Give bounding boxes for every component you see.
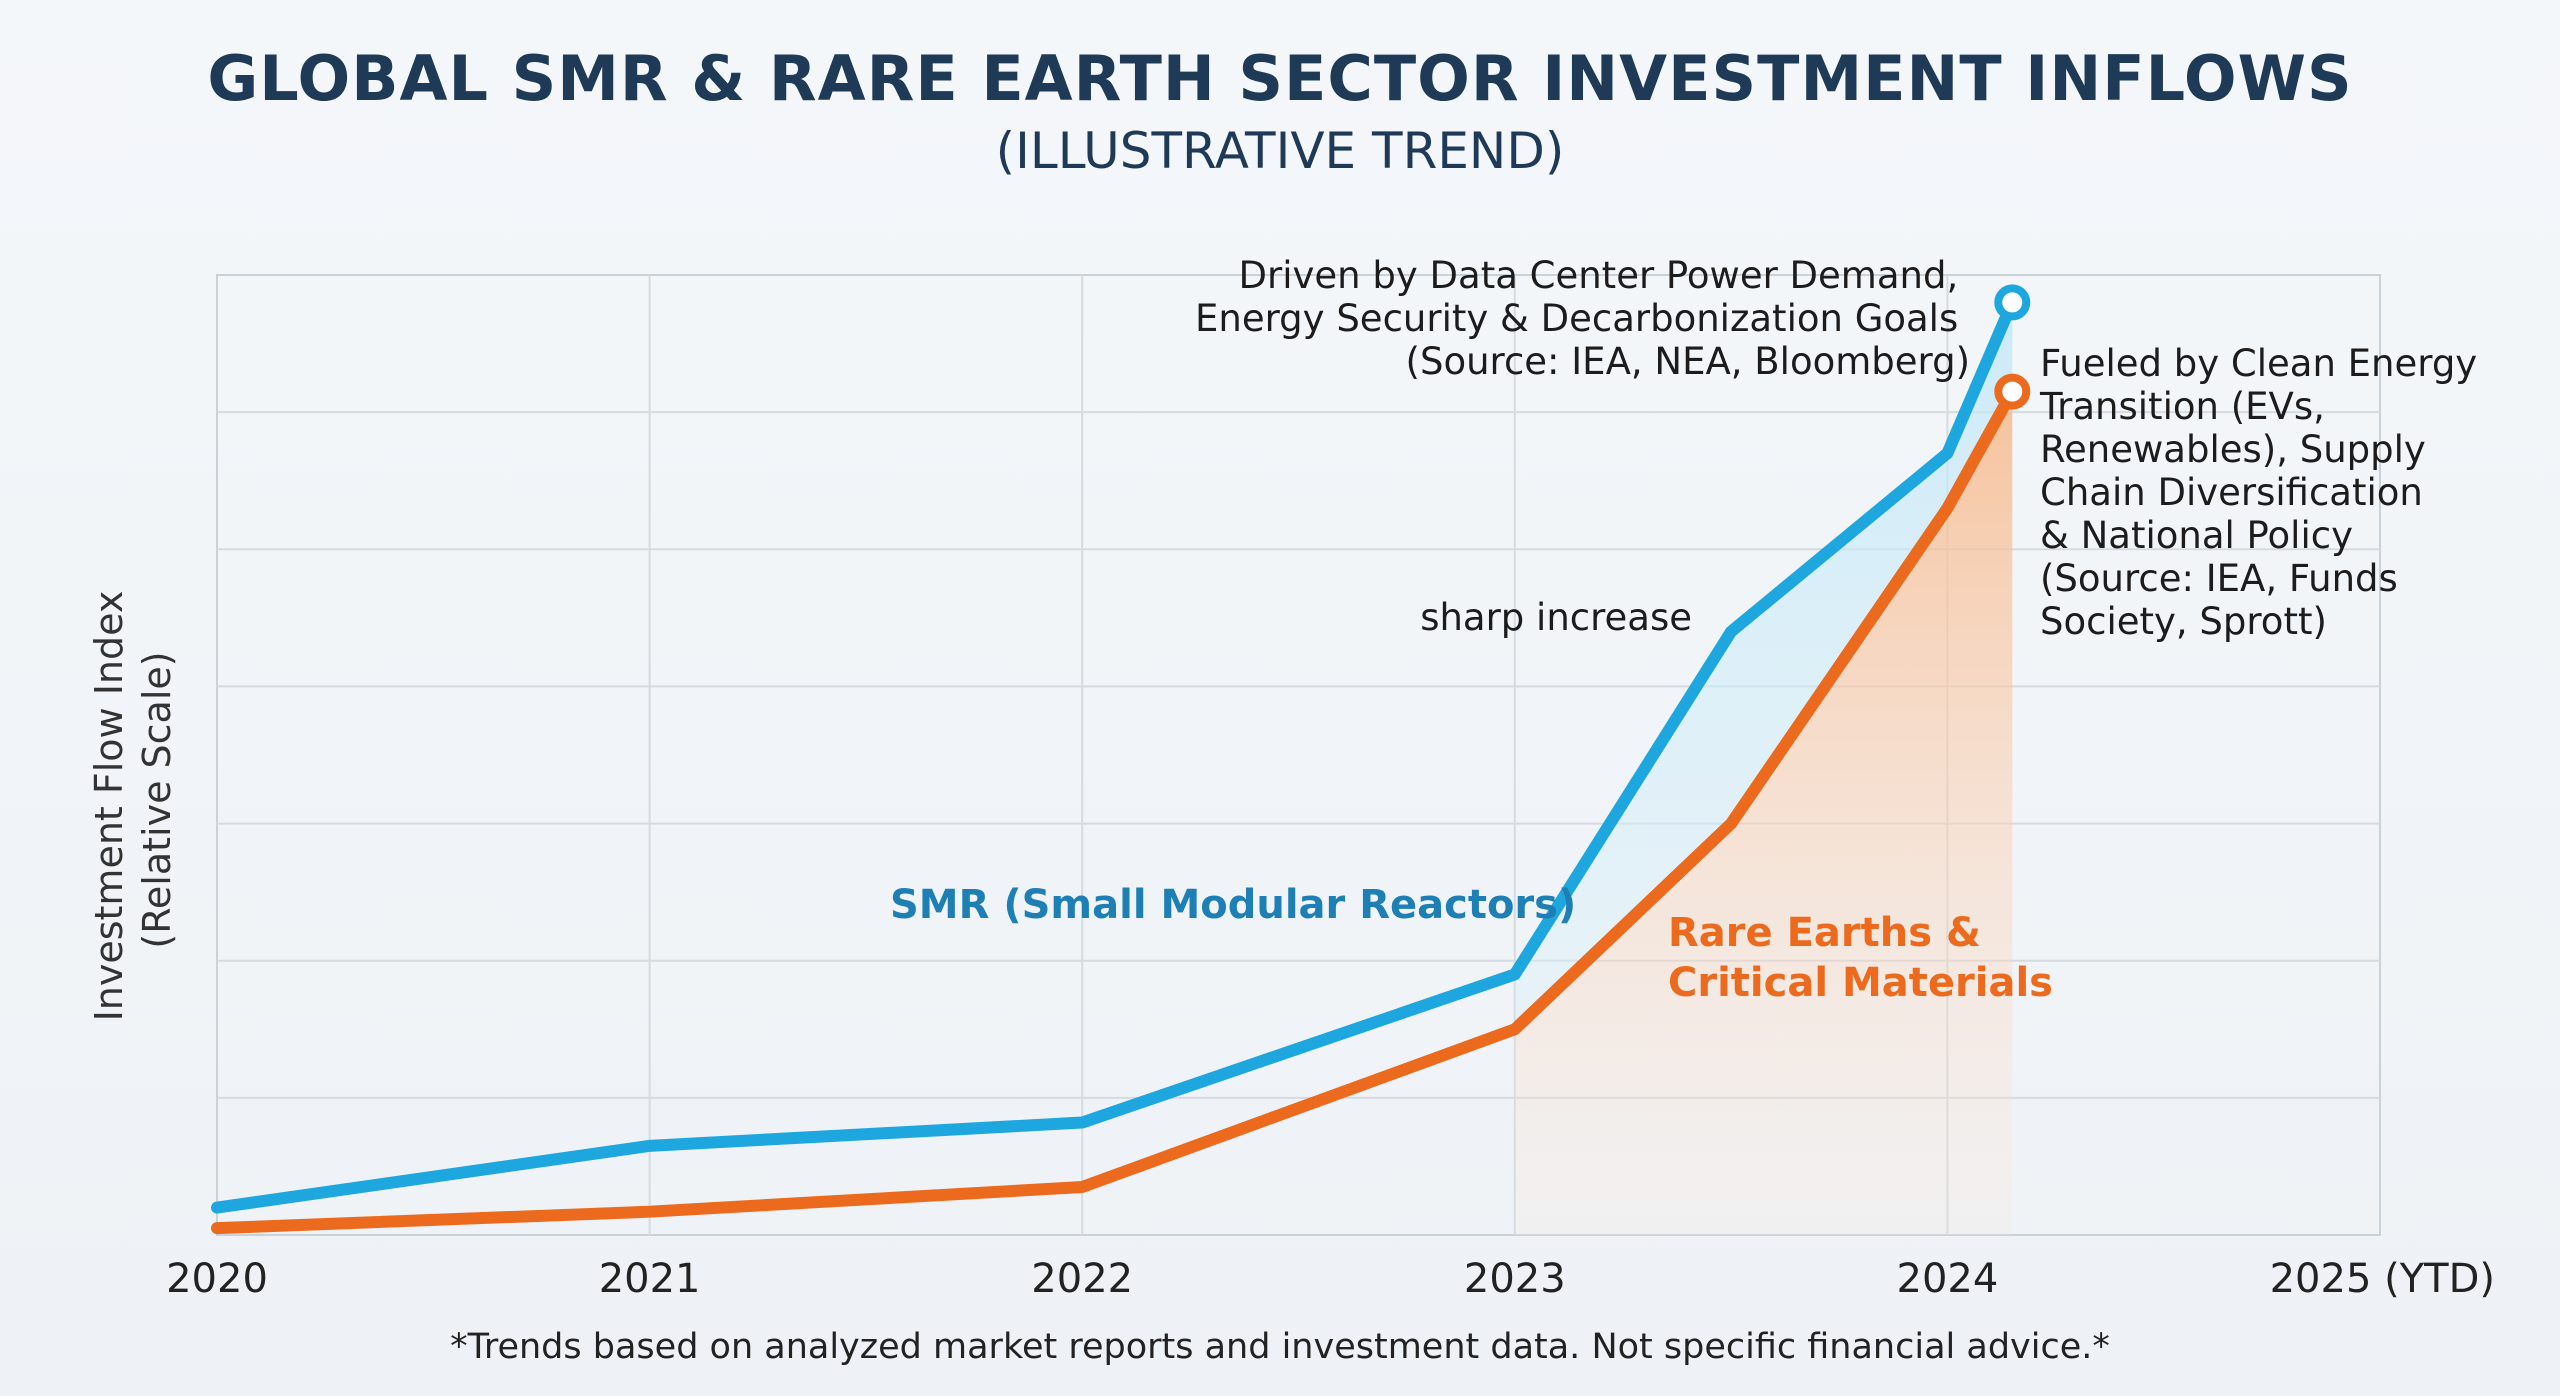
annotation-smr-driver: Driven by Data Center Power Demand, Ener… xyxy=(1195,254,1970,383)
annotation-smr-driver-line: Driven by Data Center Power Demand, xyxy=(1239,254,1959,297)
smr-series-line xyxy=(211,296,2019,1214)
annotation-rare-earth-driver-line: Chain Diversification xyxy=(2040,471,2423,514)
annotation-rare-earth-driver-line: & National Policy xyxy=(2040,514,2353,557)
annotation-rare-earth-driver: Fueled by Clean Energy Transition (EVs, … xyxy=(2039,342,2489,643)
x-tick-label: 2022 xyxy=(1031,1256,1133,1302)
footnote: *Trends based on analyzed market reports… xyxy=(450,1327,2110,1367)
annotation-smr-driver-line: (Source: IEA, NEA, Bloomberg) xyxy=(1406,340,1970,383)
series-label-rare-earths: Rare Earths & Critical Materials xyxy=(1668,910,2053,1006)
rare-earths-series-line xyxy=(211,385,2019,1235)
x-axis-ticks: 2020 2021 2022 2023 2024 2025 (YTD) xyxy=(166,1256,2495,1302)
annotation-rare-earth-driver-line: Society, Sprott) xyxy=(2040,600,2327,643)
series-markers xyxy=(1994,284,2031,410)
smr-band-fill xyxy=(1514,302,2013,1030)
annotation-rare-earth-driver-line: Transition (EVs, xyxy=(2039,385,2325,428)
y-axis-label-line2: (Relative Scale) xyxy=(135,651,179,948)
annotation-sharp-increase: sharp increase xyxy=(1420,596,1692,639)
chart-subtitle: (ILLUSTRATIVE TREND) xyxy=(996,122,1565,180)
x-tick-label: 2025 (YTD) xyxy=(2270,1256,2495,1302)
chart-title: GLOBAL SMR & RARE EARTH SECTOR INVESTMEN… xyxy=(207,42,2352,115)
y-axis-label-line1: Investment Flow Index xyxy=(87,591,131,1022)
annotation-rare-earth-driver-line: Renewables), Supply xyxy=(2040,428,2426,471)
series-lines xyxy=(211,296,2019,1235)
annotation-rare-earth-driver-line: (Source: IEA, Funds xyxy=(2040,557,2398,600)
x-tick-label: 2020 xyxy=(166,1256,268,1302)
x-tick-label: 2021 xyxy=(599,1256,701,1302)
plot-frame xyxy=(216,274,2381,1236)
series-label-rare-earths-line1: Rare Earths & xyxy=(1668,910,1981,956)
series-label-rare-earths-line2: Critical Materials xyxy=(1668,960,2053,1006)
y-axis-label: Investment Flow Index (Relative Scale) xyxy=(87,579,179,1022)
x-tick-label: 2024 xyxy=(1897,1256,1999,1302)
annotation-rare-earth-driver-line: Fueled by Clean Energy xyxy=(2040,342,2477,385)
smr-end-marker xyxy=(1994,284,2031,321)
annotation-smr-driver-line: Energy Security & Decarbonization Goals xyxy=(1195,297,1958,340)
rare-earths-end-marker xyxy=(1994,373,2031,410)
x-tick-label: 2023 xyxy=(1464,1256,1566,1302)
series-label-smr: SMR (Small Modular Reactors) xyxy=(890,882,1576,928)
